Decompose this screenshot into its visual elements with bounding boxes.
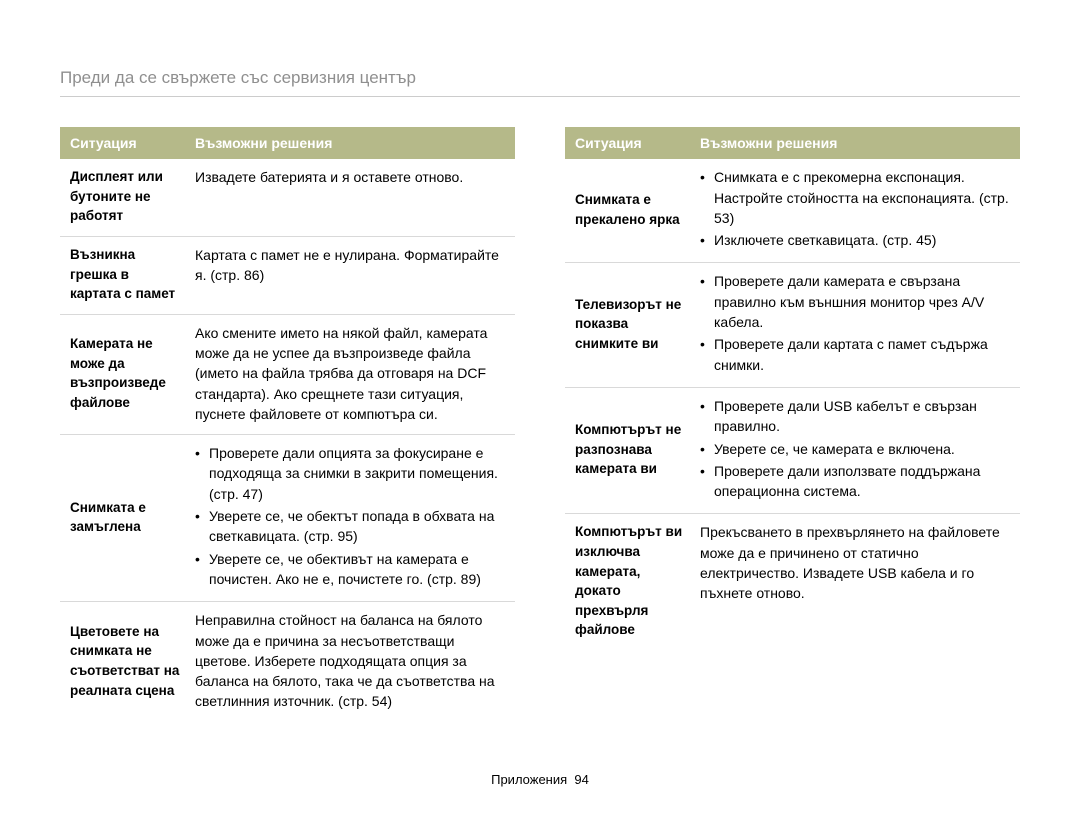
table-row: Телевизорът не показва снимките ви Прове… [565,263,1020,387]
troubleshoot-table-right: Ситуация Възможни решения Снимката е пре… [565,127,1020,650]
troubleshoot-table-left: Ситуация Възможни решения Дисплеят или б… [60,127,515,722]
solution-cell: Проверете дали камерата е свързана прави… [690,263,1020,387]
bullet-list: Проверете дали опцията за фокусиране е п… [195,443,505,589]
situation-cell: Телевизорът не показва снимките ви [565,263,690,387]
situation-cell: Снимката е прекалено ярка [565,159,690,263]
situation-cell: Възникна грешка в картата с памет [60,236,185,314]
th-solutions: Възможни решения [185,127,515,159]
solution-cell: Ако смените името на някой файл, камерат… [185,314,515,434]
table-row: Компютърът не разпознава камерата ви Про… [565,387,1020,513]
list-item: Проверете дали картата с памет съдържа с… [700,334,1010,375]
left-column: Ситуация Възможни решения Дисплеят или б… [60,127,515,722]
th-situation: Ситуация [565,127,690,159]
footer-label: Приложения [491,772,567,787]
solution-cell: Прекъсването в прехвърлянето на файловет… [690,514,1020,650]
situation-cell: Компютърът ви изключва камерата, докато … [565,514,690,650]
situation-cell: Компютърът не разпознава камерата ви [565,387,690,513]
solution-cell: Извадете батерията и я оставете отново. [185,159,515,236]
solution-cell: Неправилна стойност на баланса на бялото… [185,602,515,722]
solution-cell: Снимката е с прекомерна експонация. Наст… [690,159,1020,263]
page-title: Преди да се свържете със сервизния центъ… [60,68,1020,97]
solution-cell: Проверете дали опцията за фокусиране е п… [185,435,515,602]
list-item: Изключете светкавицата. (стр. 45) [700,230,1010,250]
table-row: Снимката е замъглена Проверете дали опци… [60,435,515,602]
list-item: Проверете дали използвате поддържана опе… [700,461,1010,502]
situation-cell: Снимката е замъглена [60,435,185,602]
bullet-list: Проверете дали камерата е свързана прави… [700,271,1010,374]
content-columns: Ситуация Възможни решения Дисплеят или б… [60,127,1020,722]
list-item: Проверете дали USB кабелът е свързан пра… [700,396,1010,437]
footer-page-number: 94 [574,772,588,787]
bullet-list: Снимката е с прекомерна експонация. Наст… [700,167,1010,250]
situation-cell: Дисплеят или бутоните не работят [60,159,185,236]
situation-cell: Камерата не може да възпроизведе файлове [60,314,185,434]
list-item: Уверете се, че обектът попада в обхвата … [195,506,505,547]
table-row: Дисплеят или бутоните не работят Извадет… [60,159,515,236]
th-situation: Ситуация [60,127,185,159]
list-item: Снимката е с прекомерна експонация. Наст… [700,167,1010,228]
solution-cell: Проверете дали USB кабелът е свързан пра… [690,387,1020,513]
list-item: Уверете се, че обективът на камерата е п… [195,549,505,590]
table-row: Компютърът ви изключва камерата, докато … [565,514,1020,650]
table-row: Възникна грешка в картата с памет Картат… [60,236,515,314]
th-solutions: Възможни решения [690,127,1020,159]
table-row: Снимката е прекалено ярка Снимката е с п… [565,159,1020,263]
table-row: Цветовете на снимката не съответстват на… [60,602,515,722]
table-row: Камерата не може да възпроизведе файлове… [60,314,515,434]
solution-cell: Картата с памет не е нулирана. Форматира… [185,236,515,314]
page-footer: Приложения 94 [0,772,1080,787]
list-item: Проверете дали камерата е свързана прави… [700,271,1010,332]
bullet-list: Проверете дали USB кабелът е свързан пра… [700,396,1010,501]
situation-cell: Цветовете на снимката не съответстват на… [60,602,185,722]
list-item: Уверете се, че камерата е включена. [700,439,1010,459]
list-item: Проверете дали опцията за фокусиране е п… [195,443,505,504]
right-column: Ситуация Възможни решения Снимката е пре… [565,127,1020,722]
